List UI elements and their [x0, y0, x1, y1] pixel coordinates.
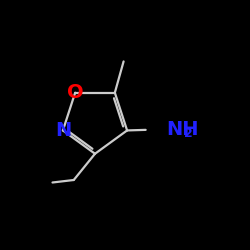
Text: NH: NH — [166, 120, 198, 139]
Text: 2: 2 — [184, 127, 192, 140]
Text: N: N — [55, 121, 71, 140]
Text: O: O — [67, 83, 84, 102]
